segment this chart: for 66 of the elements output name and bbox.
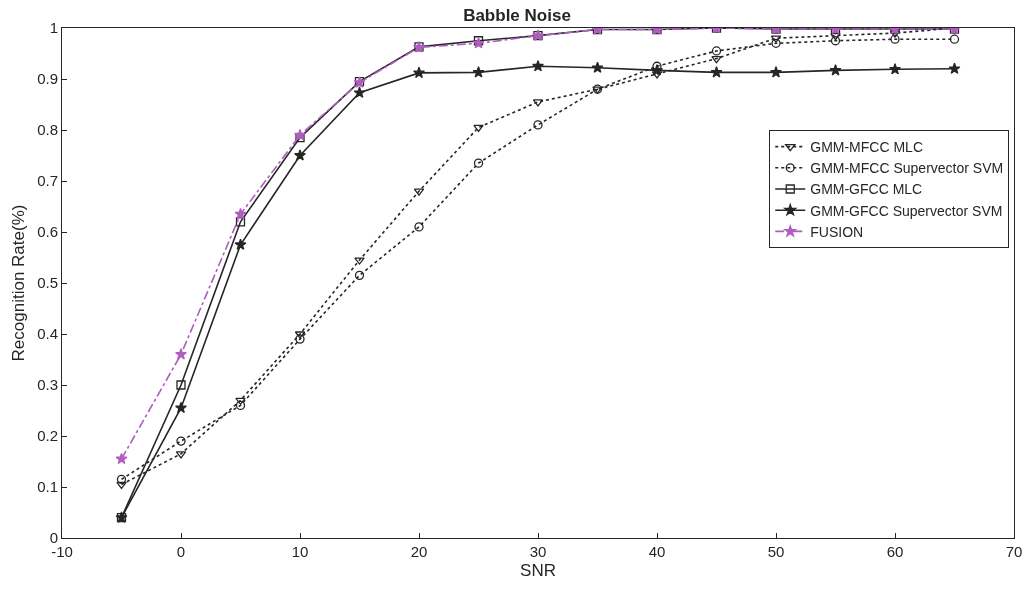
y-tick-label: 0.1 xyxy=(37,478,58,496)
point xyxy=(532,60,544,72)
point xyxy=(175,401,187,414)
x-tick-label: 40 xyxy=(648,543,666,560)
point xyxy=(353,86,366,98)
point xyxy=(711,55,722,64)
point xyxy=(413,66,425,79)
point xyxy=(235,217,246,227)
point xyxy=(116,481,127,490)
legend-label: GMM-MFCC Supervector SVM xyxy=(810,160,1004,177)
point xyxy=(889,63,901,75)
y-tick-label: 0.5 xyxy=(37,274,58,292)
x-tick-label: 60 xyxy=(886,543,904,560)
y-tick-label: 0.7 xyxy=(37,172,58,190)
point xyxy=(116,474,127,484)
point xyxy=(829,64,842,76)
y-tick-label: 0.2 xyxy=(37,427,58,445)
point xyxy=(295,133,305,143)
point xyxy=(294,128,306,141)
point xyxy=(473,158,484,168)
point xyxy=(830,36,841,46)
legend-label: GMM-GFCC MLC xyxy=(810,181,923,198)
point xyxy=(770,66,782,78)
x-axis-title: SNR xyxy=(520,561,556,581)
y-tick-label: 0.3 xyxy=(37,376,58,394)
chart-title: Babble Noise xyxy=(463,5,571,25)
x-tick-label: 20 xyxy=(410,543,428,560)
point xyxy=(294,149,306,161)
point xyxy=(234,238,247,250)
point xyxy=(354,257,365,265)
point xyxy=(890,34,900,44)
legend-label: GMM-MFCC MLC xyxy=(810,139,924,156)
y-tick-label: 0.8 xyxy=(37,121,58,139)
point xyxy=(948,62,961,74)
y-tick-label: 0.4 xyxy=(37,325,58,343)
point xyxy=(115,452,128,465)
point xyxy=(651,64,663,76)
legend-label: FUSION xyxy=(810,223,864,240)
legend-label: GMM-GFCC Supervector SVM xyxy=(810,202,1003,219)
point xyxy=(354,270,365,280)
point xyxy=(235,397,246,405)
x-tick-label: 70 xyxy=(1005,543,1023,560)
point xyxy=(591,61,604,73)
point xyxy=(414,222,424,232)
point xyxy=(710,66,723,78)
point xyxy=(176,380,186,390)
point xyxy=(235,400,246,411)
point xyxy=(771,38,781,48)
x-tick-label: 30 xyxy=(529,543,547,560)
y-tick-label: 0.9 xyxy=(37,70,58,88)
y-tick-label: 1 xyxy=(49,19,58,37)
y-tick-label: 0.6 xyxy=(37,223,58,241)
y-axis-title: Recognition Rate(%) xyxy=(8,204,28,362)
point xyxy=(949,34,960,44)
point xyxy=(711,46,722,56)
point xyxy=(176,436,186,446)
x-tick-label: 50 xyxy=(767,543,785,560)
point xyxy=(473,124,484,133)
x-tick-label: 10 xyxy=(291,543,309,560)
point xyxy=(234,207,247,220)
point xyxy=(175,348,187,360)
point xyxy=(295,334,305,344)
x-tick-label: 0 xyxy=(176,543,186,560)
point xyxy=(472,66,485,78)
point xyxy=(830,33,841,41)
point xyxy=(533,120,543,130)
